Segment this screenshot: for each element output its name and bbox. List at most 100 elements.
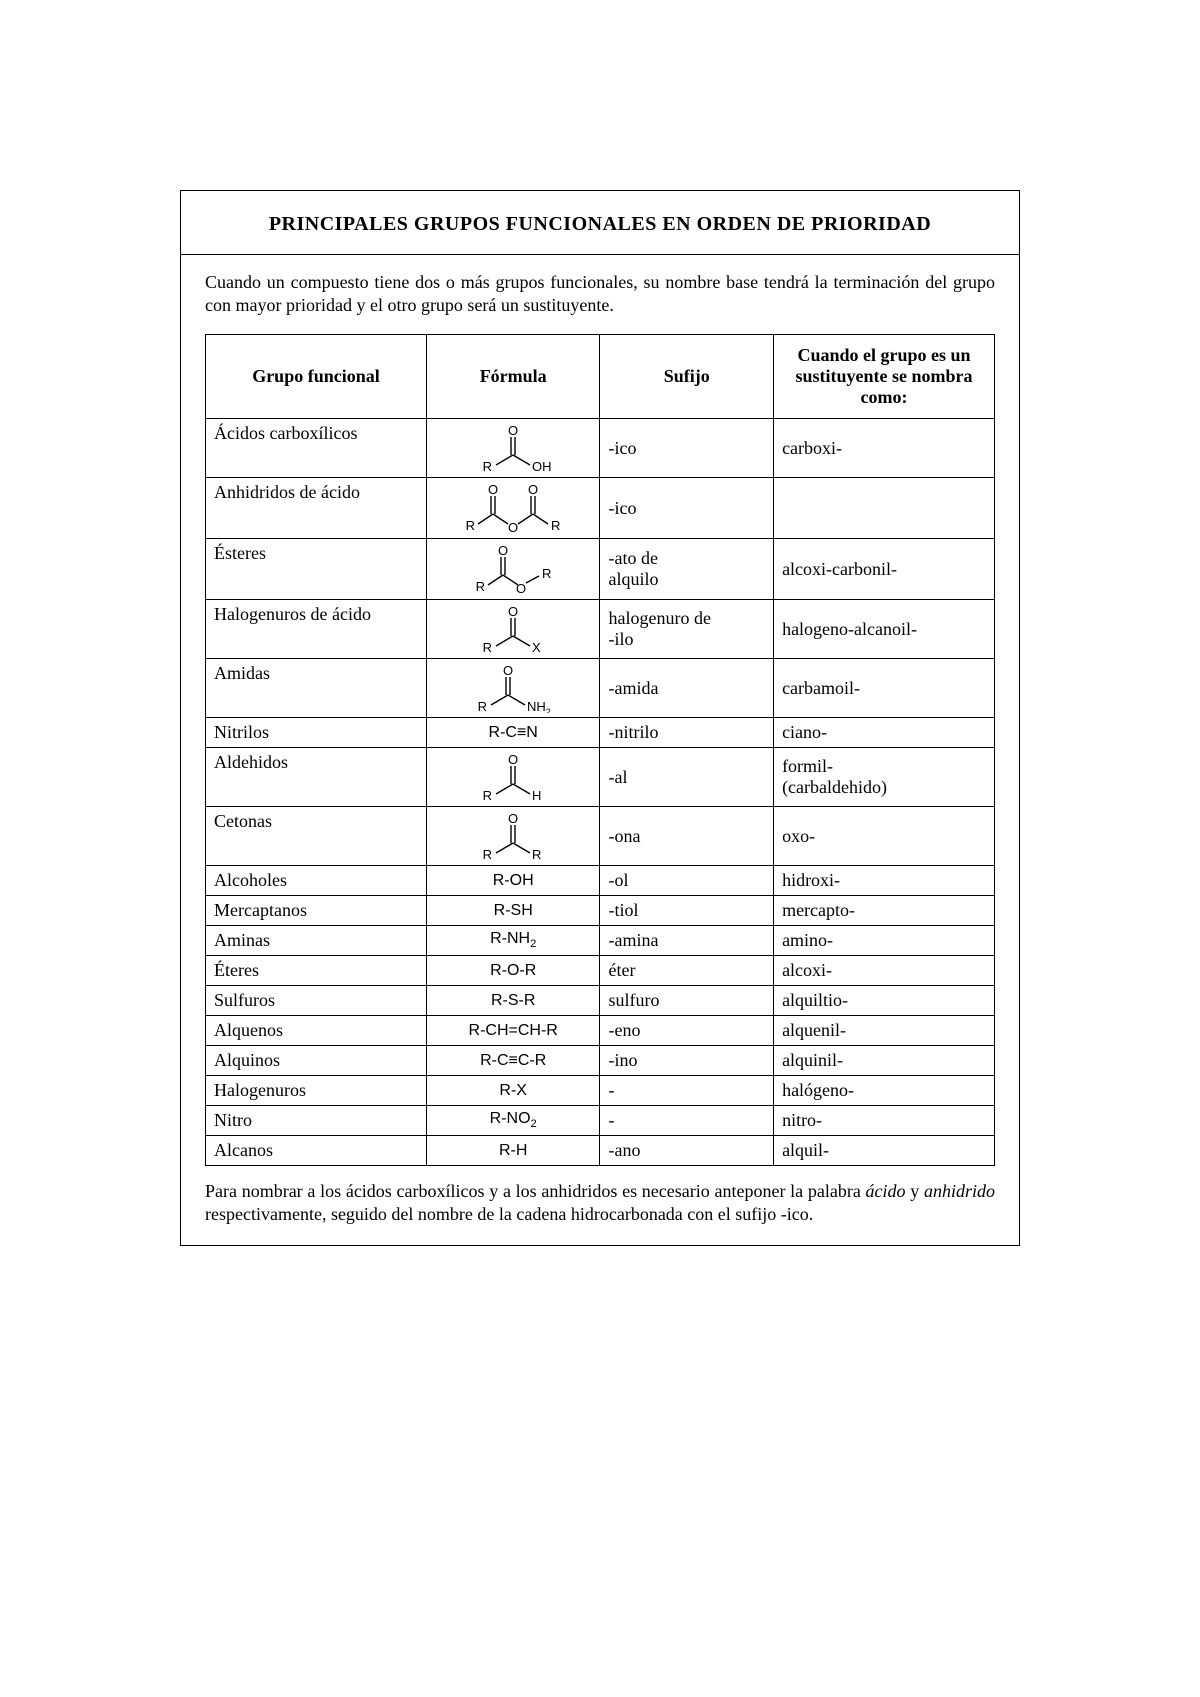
cell-subst xyxy=(774,478,995,539)
cell-group: Sulfuros xyxy=(206,986,427,1016)
cell-suffix: éter xyxy=(600,956,774,986)
cell-formula-carboxylic: R OH O xyxy=(426,419,600,478)
table-row: Ácidos carboxílicos R OH O xyxy=(206,419,995,478)
cell-suffix: -eno xyxy=(600,1016,774,1046)
svg-text:R: R xyxy=(476,579,485,594)
footnote: Para nombrar a los ácidos carboxílicos y… xyxy=(205,1180,995,1225)
svg-text:OH: OH xyxy=(532,459,552,473)
cell-suffix: halogenuro de -ilo xyxy=(600,600,774,659)
svg-text:R: R xyxy=(478,699,487,713)
table-row: Aminas R-NH2 -amina amino- xyxy=(206,926,995,956)
table-row: Mercaptanos R-SH -tiol mercapto- xyxy=(206,896,995,926)
cell-suffix: -al xyxy=(600,748,774,807)
cell-suffix: -ato de alquilo xyxy=(600,539,774,600)
cell-group: Mercaptanos xyxy=(206,896,427,926)
cell-suffix: -ico xyxy=(600,478,774,539)
anhydride-icon: R O R O O xyxy=(453,482,573,534)
svg-text:O: O xyxy=(508,752,518,767)
cell-subst: formil- (carbaldehido) xyxy=(774,748,995,807)
cell-suffix: - xyxy=(600,1076,774,1106)
table-row: Anhidridos de ácido xyxy=(206,478,995,539)
table-row: Alcoholes R-OH -ol hidroxi- xyxy=(206,866,995,896)
cell-formula-anhydride: R O R O O xyxy=(426,478,600,539)
table-row: Sulfuros R-S-R sulfuro alquiltio- xyxy=(206,986,995,1016)
cell-subst: oxo- xyxy=(774,807,995,866)
cell-group: Ésteres xyxy=(206,539,427,600)
cell-formula: R-NO2 xyxy=(426,1106,600,1136)
cell-group: Alquenos xyxy=(206,1016,427,1046)
svg-text:O: O xyxy=(498,543,508,558)
cell-formula: R-C≡C-R xyxy=(426,1046,600,1076)
cell-formula: R-NH2 xyxy=(426,926,600,956)
cell-formula: R-H xyxy=(426,1136,600,1166)
cell-group: Anhidridos de ácido xyxy=(206,478,427,539)
svg-text:R: R xyxy=(542,566,551,581)
title-divider xyxy=(181,254,1019,255)
cell-group: Nitro xyxy=(206,1106,427,1136)
aldehyde-icon: R H O xyxy=(468,752,558,802)
cell-suffix: -ino xyxy=(600,1046,774,1076)
table-row: Éteres R-O-R éter alcoxi- xyxy=(206,956,995,986)
cell-subst: hidroxi- xyxy=(774,866,995,896)
cell-subst: carboxi- xyxy=(774,419,995,478)
cell-suffix: -amina xyxy=(600,926,774,956)
svg-text:O: O xyxy=(508,520,518,534)
cell-formula: R-OH xyxy=(426,866,600,896)
table-row: Aldehidos R H O xyxy=(206,748,995,807)
cell-suffix: -tiol xyxy=(600,896,774,926)
carboxylic-acid-icon: R OH O xyxy=(468,423,558,473)
table-row: Alcanos R-H -ano alquil- xyxy=(206,1136,995,1166)
cell-formula: R-C≡N xyxy=(426,718,600,748)
cell-subst: ciano- xyxy=(774,718,995,748)
svg-text:O: O xyxy=(528,482,538,497)
svg-text:H: H xyxy=(532,788,541,802)
cell-subst: alquil- xyxy=(774,1136,995,1166)
cell-formula-acylhalide: R X O xyxy=(426,600,600,659)
cell-subst: amino- xyxy=(774,926,995,956)
svg-text:R: R xyxy=(483,640,492,654)
cell-group: Nitrilos xyxy=(206,718,427,748)
cell-formula-aldehyde: R H O xyxy=(426,748,600,807)
cell-suffix: -ona xyxy=(600,807,774,866)
th-group: Grupo funcional xyxy=(206,335,427,419)
cell-group: Halogenuros xyxy=(206,1076,427,1106)
table-row: Alquenos R-CH=CH-R -eno alquenil- xyxy=(206,1016,995,1046)
svg-text:R: R xyxy=(483,847,492,861)
table-row: Amidas R NH2 O xyxy=(206,659,995,718)
acyl-halide-icon: R X O xyxy=(468,604,558,654)
amide-icon: R NH2 O xyxy=(463,663,563,713)
cell-formula-ketone: R R O xyxy=(426,807,600,866)
table-row: Nitro R-NO2 - nitro- xyxy=(206,1106,995,1136)
content-box: PRINCIPALES GRUPOS FUNCIONALES EN ORDEN … xyxy=(180,190,1020,1246)
svg-text:O: O xyxy=(516,581,526,595)
cell-group: Aldehidos xyxy=(206,748,427,807)
cell-subst: alquiltio- xyxy=(774,986,995,1016)
cell-group: Alcoholes xyxy=(206,866,427,896)
svg-text:O: O xyxy=(508,423,518,438)
table-row: Alquinos R-C≡C-R -ino alquinil- xyxy=(206,1046,995,1076)
svg-text:O: O xyxy=(508,604,518,619)
functional-groups-table: Grupo funcional Fórmula Sufijo Cuando el… xyxy=(205,334,995,1166)
cell-formula-amide: R NH2 O xyxy=(426,659,600,718)
cell-formula: R-X xyxy=(426,1076,600,1106)
ester-icon: R O R O xyxy=(463,543,563,595)
cell-group: Alcanos xyxy=(206,1136,427,1166)
cell-subst: alquenil- xyxy=(774,1016,995,1046)
cell-formula: R-CH=CH-R xyxy=(426,1016,600,1046)
svg-text:R: R xyxy=(483,788,492,802)
cell-suffix: -amida xyxy=(600,659,774,718)
svg-text:R: R xyxy=(532,847,541,861)
table-row: Ésteres R O R xyxy=(206,539,995,600)
cell-subst: alcoxi- xyxy=(774,956,995,986)
svg-text:O: O xyxy=(503,663,513,678)
cell-suffix: sulfuro xyxy=(600,986,774,1016)
svg-text:R: R xyxy=(466,518,475,533)
cell-subst: halógeno- xyxy=(774,1076,995,1106)
cell-group: Cetonas xyxy=(206,807,427,866)
cell-group: Alquinos xyxy=(206,1046,427,1076)
svg-text:X: X xyxy=(532,640,541,654)
table-row: Halogenuros de ácido R X O xyxy=(206,600,995,659)
cell-subst: carbamoil- xyxy=(774,659,995,718)
cell-subst: halogeno-alcanoil- xyxy=(774,600,995,659)
cell-group: Aminas xyxy=(206,926,427,956)
